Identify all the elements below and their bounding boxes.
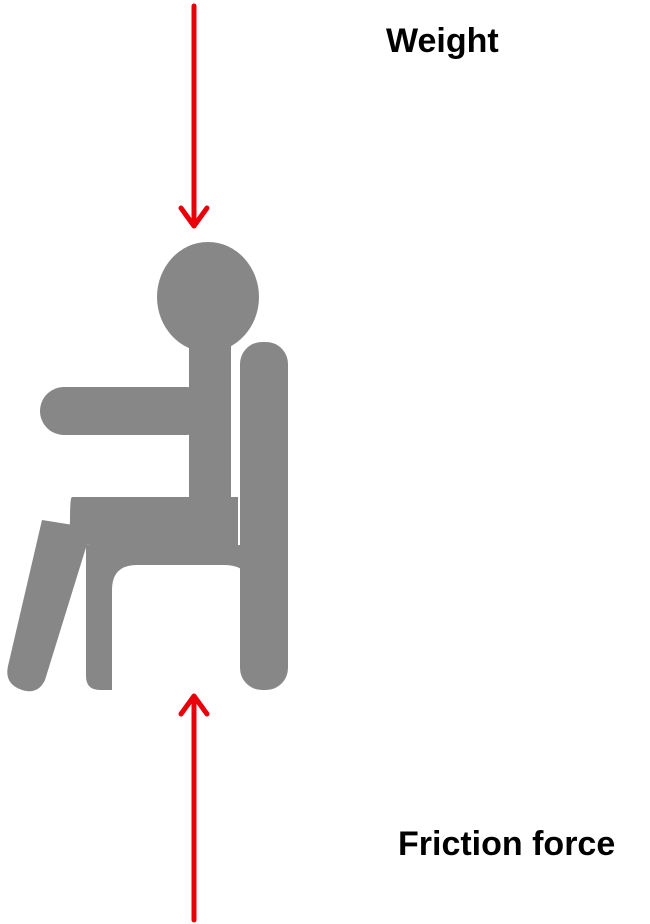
friction-force-label: Friction force — [398, 825, 616, 863]
weight-arrow-head — [178, 205, 210, 229]
person-arm — [40, 387, 210, 435]
weight-label: Weight — [386, 22, 499, 60]
friction-arrow-head — [178, 693, 210, 717]
person-thigh — [69, 497, 238, 545]
arrow-up-icon — [178, 693, 210, 923]
person-head — [157, 242, 259, 352]
chair-seat-legs — [86, 545, 262, 690]
person-back-curve — [212, 355, 231, 540]
person-lower-leg — [7, 520, 92, 692]
arrow-down-icon — [178, 3, 210, 229]
seated-person-on-chair-icon — [7, 242, 288, 692]
chair-back — [240, 342, 288, 690]
